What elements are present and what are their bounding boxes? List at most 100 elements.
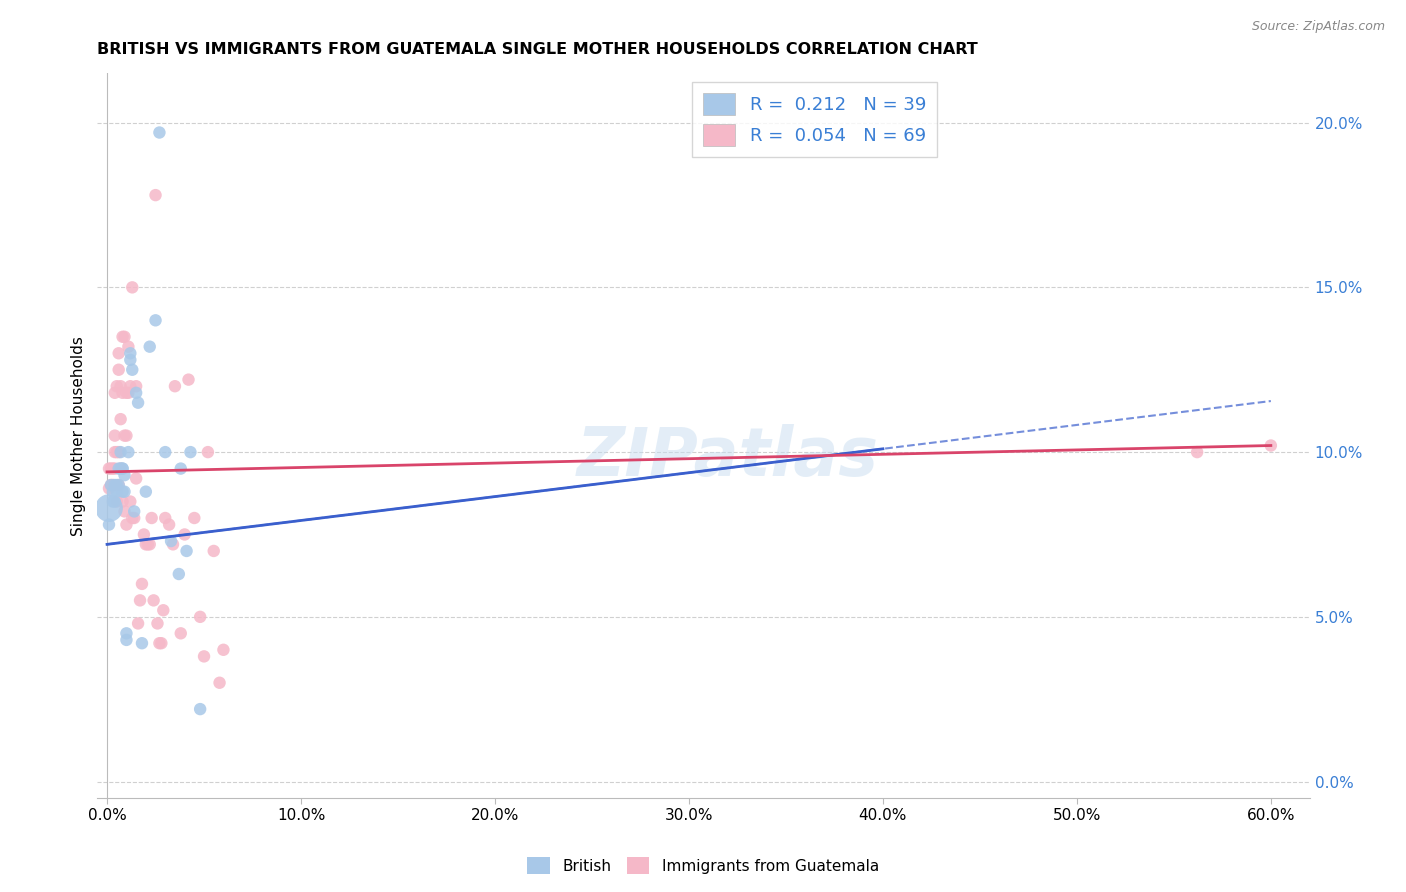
Point: [101, 478, 124, 492]
Point: [104, 385, 127, 400]
Point: [188, 610, 211, 624]
Point: [111, 461, 134, 475]
Point: [127, 395, 149, 409]
Point: [183, 511, 205, 525]
Point: [152, 603, 174, 617]
Point: [131, 577, 153, 591]
Point: [120, 494, 142, 508]
Point: [100, 478, 122, 492]
Text: ZIPatlas: ZIPatlas: [576, 425, 879, 491]
Point: [111, 494, 134, 508]
Point: [125, 385, 148, 400]
Point: [117, 385, 139, 400]
Point: [107, 346, 129, 360]
Point: [170, 626, 193, 640]
Point: [117, 340, 139, 354]
Legend: British, Immigrants from Guatemala: British, Immigrants from Guatemala: [522, 851, 884, 880]
Point: [142, 593, 165, 607]
Point: [105, 494, 128, 508]
Point: [104, 478, 127, 492]
Point: [176, 544, 198, 558]
Point: [155, 511, 177, 525]
Point: [98, 501, 121, 516]
Point: [111, 484, 134, 499]
Point: [114, 330, 136, 344]
Point: [157, 517, 180, 532]
Point: [212, 642, 235, 657]
Point: [132, 527, 155, 541]
Point: [104, 494, 127, 508]
Point: [104, 445, 127, 459]
Point: [138, 340, 160, 354]
Point: [98, 461, 121, 475]
Point: [98, 481, 121, 495]
Point: [120, 352, 142, 367]
Point: [110, 412, 132, 426]
Point: [100, 478, 122, 492]
Point: [115, 626, 138, 640]
Point: [148, 636, 170, 650]
Point: [1260, 438, 1282, 452]
Point: [141, 511, 163, 525]
Point: [107, 461, 129, 475]
Point: [111, 330, 134, 344]
Point: [101, 461, 124, 475]
Text: Source: ZipAtlas.com: Source: ZipAtlas.com: [1251, 20, 1385, 33]
Point: [160, 534, 183, 549]
Point: [101, 484, 124, 499]
Point: [163, 379, 186, 393]
Point: [115, 517, 138, 532]
Point: [145, 313, 167, 327]
Point: [121, 511, 143, 525]
Point: [110, 445, 132, 459]
Point: [101, 494, 124, 508]
Point: [145, 188, 167, 202]
Point: [100, 461, 122, 475]
Text: BRITISH VS IMMIGRANTS FROM GUATEMALA SINGLE MOTHER HOUSEHOLDS CORRELATION CHART: BRITISH VS IMMIGRANTS FROM GUATEMALA SIN…: [97, 42, 979, 57]
Point: [121, 280, 143, 294]
Point: [197, 445, 219, 459]
Point: [105, 445, 128, 459]
Point: [111, 461, 134, 475]
Y-axis label: Single Mother Households: Single Mother Households: [72, 335, 86, 535]
Point: [146, 616, 169, 631]
Point: [179, 445, 201, 459]
Point: [98, 517, 121, 532]
Point: [114, 484, 136, 499]
Point: [104, 461, 127, 475]
Point: [150, 636, 173, 650]
Point: [125, 471, 148, 485]
Point: [105, 478, 128, 492]
Point: [202, 544, 225, 558]
Point: [114, 428, 136, 442]
Legend: R =  0.212   N = 39, R =  0.054   N = 69: R = 0.212 N = 39, R = 0.054 N = 69: [692, 82, 936, 157]
Point: [138, 537, 160, 551]
Point: [115, 385, 138, 400]
Point: [114, 468, 136, 483]
Point: [135, 537, 157, 551]
Point: [177, 373, 200, 387]
Point: [115, 428, 138, 442]
Point: [107, 445, 129, 459]
Point: [170, 461, 193, 475]
Point: [107, 363, 129, 377]
Point: [111, 385, 134, 400]
Point: [155, 445, 177, 459]
Point: [135, 484, 157, 499]
Point: [117, 445, 139, 459]
Point: [173, 527, 195, 541]
Point: [122, 511, 145, 525]
Point: [162, 537, 184, 551]
Point: [110, 461, 132, 475]
Point: [122, 504, 145, 518]
Point: [167, 567, 190, 582]
Point: [107, 478, 129, 492]
Point: [121, 363, 143, 377]
Point: [105, 379, 128, 393]
Point: [101, 478, 124, 492]
Point: [188, 702, 211, 716]
Point: [125, 379, 148, 393]
Point: [127, 616, 149, 631]
Point: [148, 126, 170, 140]
Point: [131, 636, 153, 650]
